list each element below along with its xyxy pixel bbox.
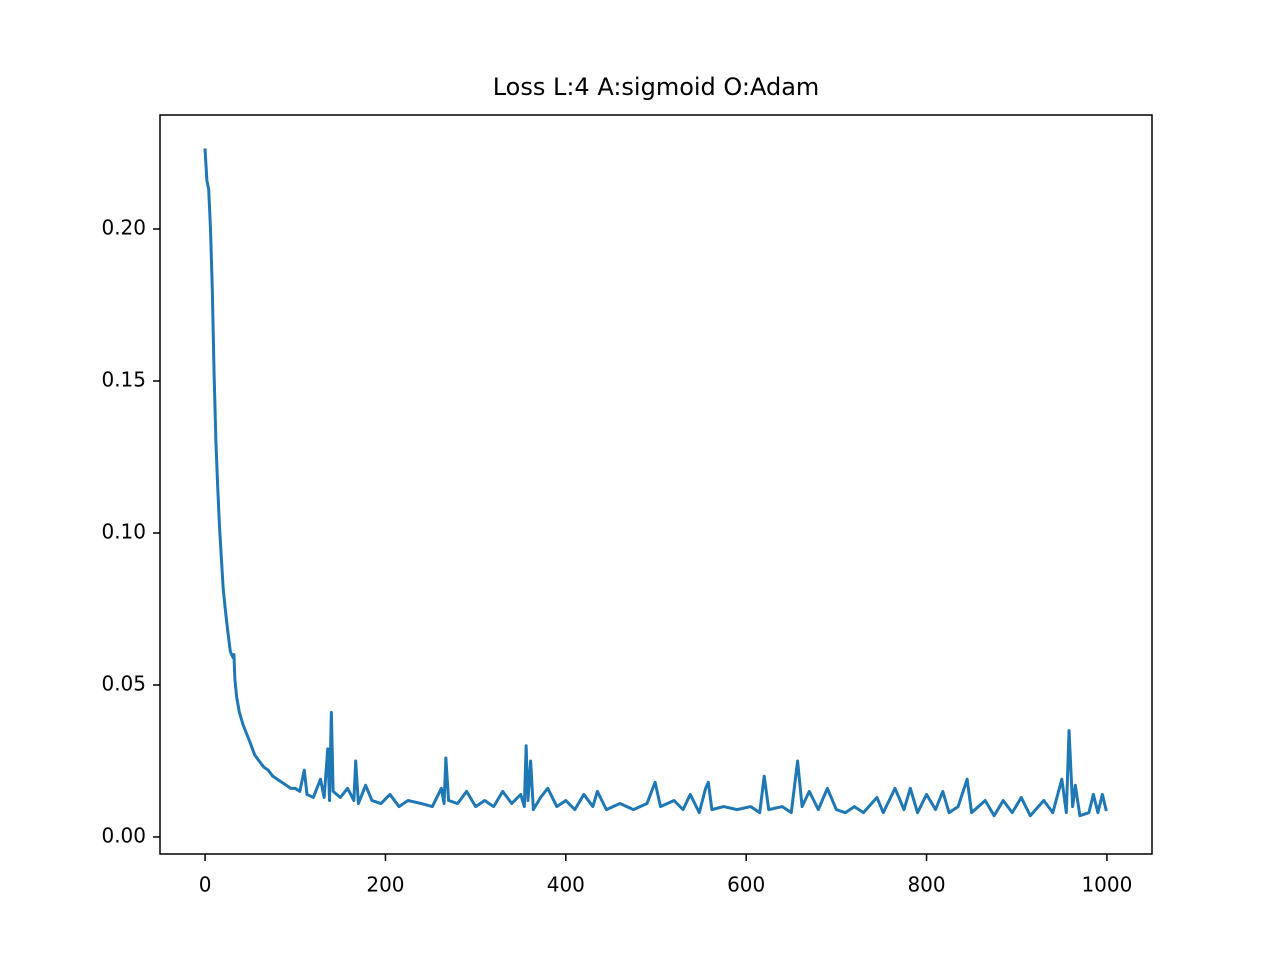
y-tick-label: 0.05 (101, 671, 146, 695)
x-tick-label: 1000 (1081, 873, 1132, 897)
x-tick-label: 800 (907, 873, 945, 897)
y-tick-label: 0.10 (101, 519, 146, 543)
plot-frame (159, 114, 1153, 855)
x-tick-label: 400 (547, 873, 585, 897)
y-tick-label: 0.20 (101, 215, 146, 239)
x-tick-label: 600 (727, 873, 765, 897)
y-tick-label: 0.00 (101, 823, 146, 847)
y-tick-label: 0.15 (101, 367, 146, 391)
loss-line (203, 148, 1108, 818)
chart-title: Loss L:4 A:sigmoid O:Adam (493, 73, 820, 101)
x-tick-label: 0 (199, 873, 212, 897)
x-tick-label: 200 (366, 873, 404, 897)
